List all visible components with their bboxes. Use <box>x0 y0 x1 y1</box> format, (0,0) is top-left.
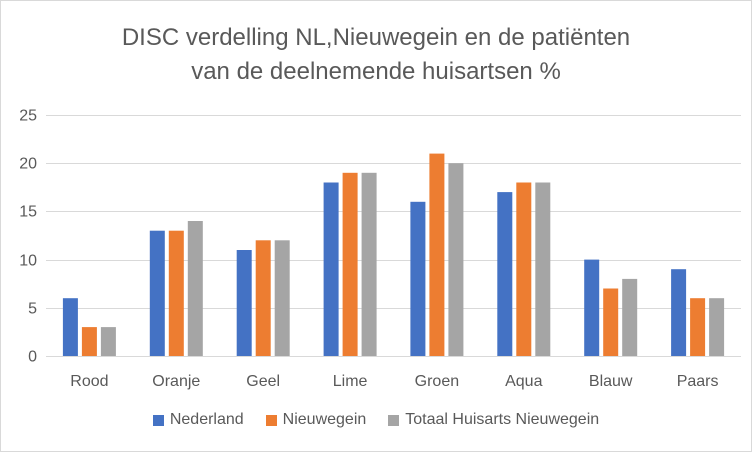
bar-groen-nieuwegein <box>429 153 445 356</box>
bar-geel-nederland <box>236 250 252 356</box>
legend-label-nederland: Nederland <box>169 411 244 428</box>
x-tick-label-paars: Paars <box>677 373 719 390</box>
y-tick-label: 25 <box>19 108 37 125</box>
y-tick-label: 0 <box>28 349 37 366</box>
y-tick-label: 15 <box>19 204 37 221</box>
legend-label-totaal-huisarts: Totaal Huisarts Nieuwegein <box>405 411 600 428</box>
x-tick-label-blauw: Blauw <box>589 373 633 390</box>
x-tick-label-geel: Geel <box>246 373 280 390</box>
bar-blauw-nieuwegein <box>603 288 619 356</box>
bar-groen-totaal-huisarts-nieuwegein <box>448 163 464 356</box>
bar-paars-totaal-huisarts-nieuwegein <box>709 298 725 356</box>
legend-swatch-totaal-huisarts <box>388 414 400 426</box>
bar-lime-nieuwegein <box>342 172 358 356</box>
bar-lime-nederland <box>323 182 339 356</box>
bar-geel-nieuwegein <box>255 240 271 356</box>
x-tick-label-lime: Lime <box>333 373 368 390</box>
legend-item-nieuwegein: Nieuwegein <box>265 411 367 429</box>
bar-blauw-nederland <box>584 259 600 356</box>
x-tick-label-rood: Rood <box>70 373 108 390</box>
bar-oranje-totaal-huisarts-nieuwegein <box>187 221 203 356</box>
bar-groen-nederland <box>410 201 426 356</box>
x-tick-label-oranje: Oranje <box>152 373 200 390</box>
legend-swatch-nieuwegein <box>265 414 277 426</box>
bar-aqua-nieuwegein <box>516 182 532 356</box>
legend-swatch-nederland <box>152 414 164 426</box>
bar-oranje-nederland <box>149 230 165 356</box>
legend-item-nederland: Nederland <box>152 411 244 429</box>
y-tick-label: 20 <box>19 156 37 173</box>
legend: Nederland Nieuwegein Totaal Huisarts Nie… <box>1 411 751 429</box>
y-axis-ticks: 0 5 10 15 20 25 <box>19 108 37 366</box>
bar-lime-totaal-huisarts-nieuwegein <box>361 172 377 356</box>
y-tick-label: 10 <box>19 253 37 270</box>
bar-aqua-totaal-huisarts-nieuwegein <box>535 182 551 356</box>
legend-item-totaal-huisarts: Totaal Huisarts Nieuwegein <box>388 411 599 429</box>
bar-aqua-nederland <box>497 192 513 356</box>
chart-title: DISC verdelling NL,Nieuwegein en de pati… <box>121 24 631 85</box>
bar-paars-nieuwegein <box>690 298 706 356</box>
x-tick-label-aqua: Aqua <box>505 373 542 390</box>
bar-blauw-totaal-huisarts-nieuwegein <box>622 278 638 356</box>
bar-paars-nederland <box>671 269 687 356</box>
bar-rood-nederland <box>62 298 78 356</box>
bars <box>62 153 725 356</box>
legend-label-nieuwegein: Nieuwegein <box>282 411 367 428</box>
x-tick-label-groen: Groen <box>415 373 459 390</box>
bar-oranje-nieuwegein <box>168 230 184 356</box>
bar-geel-totaal-huisarts-nieuwegein <box>274 240 290 356</box>
y-tick-label: 5 <box>28 301 37 318</box>
bar-rood-totaal-huisarts-nieuwegein <box>100 327 116 356</box>
bar-rood-nieuwegein <box>81 327 97 356</box>
x-axis-ticks: Rood Oranje Geel Lime Groen Aqua Blauw Paars <box>70 373 718 390</box>
